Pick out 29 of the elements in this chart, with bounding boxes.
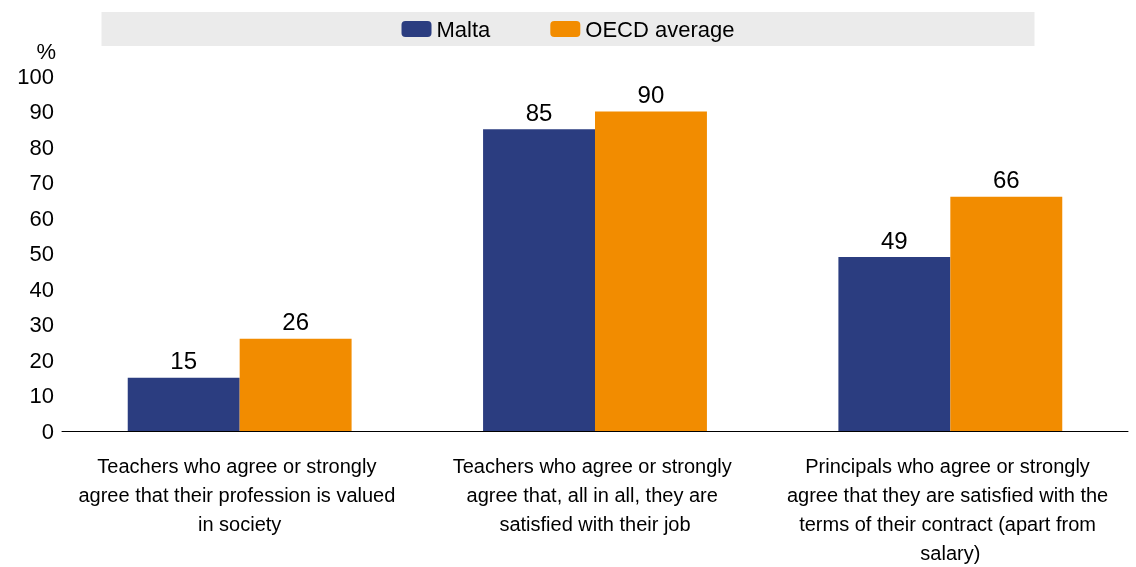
y-tick-label: 70: [29, 170, 54, 195]
y-axis-title: %: [36, 38, 56, 64]
data-label: 90: [637, 81, 665, 108]
y-tick-label: 40: [29, 276, 54, 302]
y-tick-label: 60: [29, 205, 54, 231]
data-label: 66: [992, 166, 1020, 194]
data-label: 49: [881, 226, 908, 254]
y-tick-label: 10: [29, 383, 54, 408]
y-tick-label: 30: [29, 312, 54, 337]
x-tick-label: Principals who agree or strongly agree that they are satisfied with the terms of their contract (apart from salary): [786, 454, 1114, 564]
y-tick-label: 50: [29, 241, 54, 266]
bar: [838, 257, 951, 431]
y-tick-label: 0: [41, 418, 54, 444]
bar: [127, 377, 240, 431]
data-label: 26: [282, 308, 309, 336]
x-tick-label: Teachers who agree or strongly agree that, all in all, they are satisfied with their job: [452, 454, 738, 535]
y-tick-label: 90: [29, 99, 54, 124]
y-tick-label: 100: [17, 63, 54, 89]
bar: [483, 129, 595, 431]
x-tick-label: Teachers who agree or strongly agree that their profession is valued in society: [78, 454, 401, 535]
legend-label: Malta: [436, 16, 492, 42]
bar: [950, 196, 1063, 431]
data-label: 85: [525, 98, 553, 126]
bar: [239, 338, 352, 431]
y-tick-label: 80: [29, 134, 54, 160]
data-label: 15: [170, 347, 198, 375]
bar: [595, 111, 707, 431]
y-tick-label: 20: [29, 347, 54, 373]
legend-label: OECD average: [585, 16, 735, 42]
